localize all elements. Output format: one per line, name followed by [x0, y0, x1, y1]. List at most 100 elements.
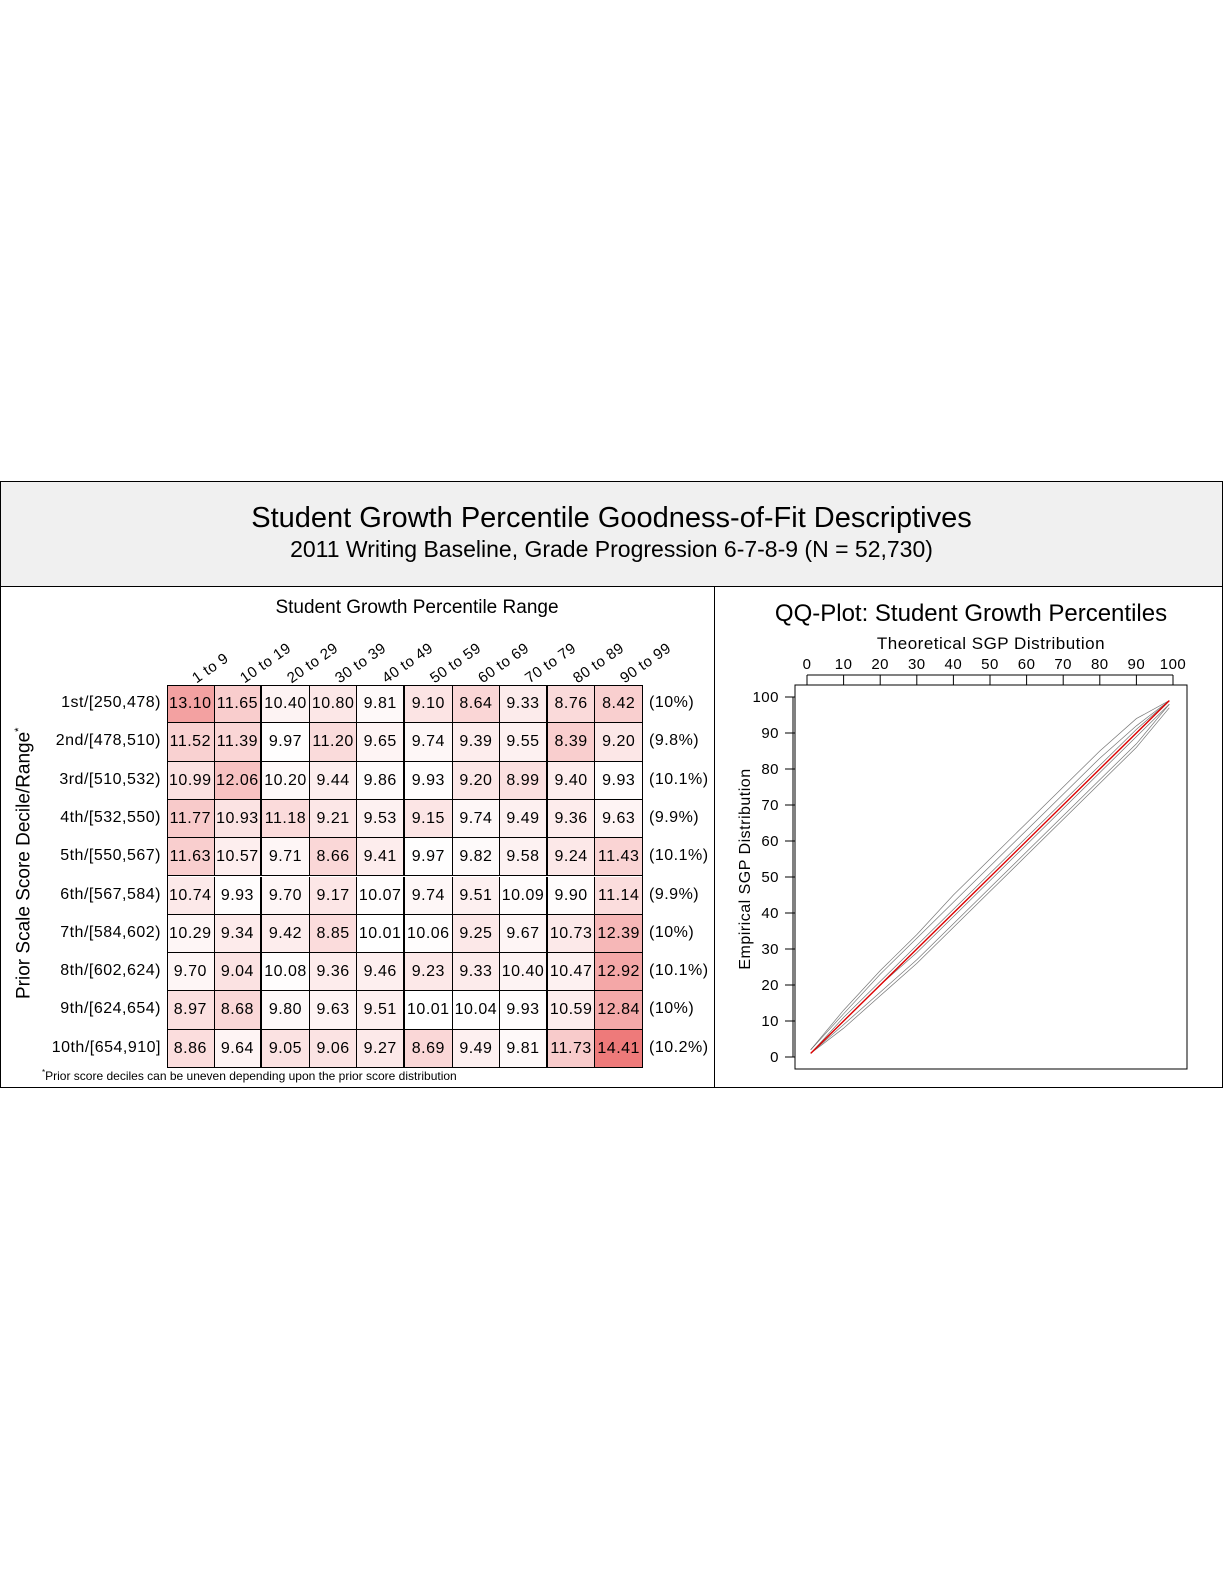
heatmap-cell: 11.65 [214, 685, 263, 724]
qq-y-tick-label: 60 [761, 833, 779, 850]
row-percentage: (10%) [649, 923, 695, 941]
heatmap-cell: 10.59 [547, 991, 596, 1030]
heatmap-cell: 8.97 [167, 991, 215, 1030]
heatmap-cell: 9.41 [357, 838, 405, 877]
heatmap-cell: 8.69 [405, 1029, 453, 1068]
heatmap-cell: 11.73 [547, 1029, 596, 1068]
heatmap-cell: 8.68 [214, 991, 263, 1030]
goodness-of-fit-panel: Student Growth Percentile Goodness-of-Fi… [0, 481, 1224, 1088]
panel-divider [714, 587, 715, 1087]
report-body: Student Growth Percentile Range 1 to 9 10… [0, 587, 1223, 1088]
qq-empirical-line [810, 700, 1170, 1051]
report-title: Student Growth Percentile Goodness-of-Fi… [251, 502, 972, 534]
heatmap-cell: 9.20 [452, 761, 501, 800]
qq-series [810, 700, 1170, 1054]
column-header: 20 to 29 [284, 639, 342, 687]
heatmap-cell: 10.29 [167, 914, 215, 954]
qq-empirical-line [810, 700, 1170, 1051]
heatmap-cell: 9.36 [309, 953, 358, 992]
heatmap-cell: 9.71 [262, 838, 310, 877]
qq-x-tick-label: 60 [1018, 656, 1036, 673]
row-percentage: (10.1%) [649, 847, 709, 865]
row-percentage: (9.9%) [649, 808, 700, 826]
row-percentage: (10.2%) [649, 1038, 709, 1056]
row-label: 2nd/[478,510) [55, 732, 161, 750]
heatmap-cell: 12.06 [214, 761, 263, 800]
heatmap-cell: 10.01 [405, 991, 453, 1030]
heatmap-footnote: *Prior score deciles can be uneven depen… [42, 1068, 457, 1083]
heatmap-cell: 9.70 [262, 876, 310, 915]
heatmap-cell: 9.97 [262, 723, 310, 762]
heatmap-cell: 11.43 [595, 838, 643, 877]
heatmap-cell: 11.52 [167, 723, 215, 762]
heatmap-cell: 9.86 [357, 761, 405, 800]
row-label: 4th/[532,550) [60, 808, 161, 826]
footnote-mark: * [42, 1068, 46, 1077]
heatmap-cell: 9.65 [357, 723, 405, 762]
heatmap-cell: 9.33 [500, 685, 548, 724]
heatmap-cell: 9.21 [309, 799, 358, 839]
heatmap-cell: 9.74 [405, 723, 453, 762]
qq-y-tick-label: 40 [761, 905, 779, 922]
row-percentage: (10%) [649, 694, 695, 711]
qq-y-tick-label: 10 [761, 1013, 779, 1030]
column-header: 70 to 79 [522, 639, 580, 687]
heatmap-cell: 9.10 [405, 685, 453, 724]
row-label: 8th/[602,624) [60, 962, 161, 980]
heatmap-cell: 9.36 [547, 799, 596, 839]
heatmap-cell: 10.04 [452, 991, 501, 1030]
heatmap-cell: 10.06 [405, 914, 453, 954]
row-label: 1st/[250,478) [61, 694, 161, 711]
qq-axes: 0 10 20 30 40 50 60 70 80 90 100 0 10 20 30 40 50 60 70 80 9… [752, 656, 1185, 1066]
column-header: 40 to 49 [379, 639, 437, 687]
heatmap-cell: 9.82 [452, 838, 501, 877]
heatmap-cell: 11.39 [214, 723, 263, 762]
column-header: 10 to 19 [236, 639, 295, 687]
heatmap-cell: 10.40 [500, 953, 548, 992]
heatmap-cell: 11.14 [595, 876, 643, 915]
heatmap-cell: 10.20 [262, 761, 310, 800]
qq-y-tick-label: 100 [752, 689, 779, 706]
qq-x-tick-label: 70 [1054, 656, 1072, 673]
heatmap-cell: 9.93 [595, 761, 643, 800]
heatmap-cell: 8.39 [547, 723, 596, 762]
qq-y-axis-label: Empirical SGP Distribution [737, 768, 754, 969]
row-percentage: (10.1%) [649, 770, 709, 788]
heatmap-cell: 9.39 [452, 723, 501, 762]
heatmap-cell: 8.42 [595, 685, 643, 724]
row-label: 9th/[624,654) [60, 1000, 161, 1018]
heatmap-title: Student Growth Percentile Range [275, 597, 559, 618]
heatmap-cell: 10.40 [262, 685, 310, 724]
row-label: 3rd/[510,532) [59, 770, 161, 788]
heatmap-cell: 9.44 [309, 761, 358, 800]
heatmap-cell: 9.34 [214, 914, 263, 954]
heatmap-cell: 12.39 [595, 914, 643, 954]
heatmap-cell: 10.09 [500, 876, 548, 915]
heatmap-cell: 11.18 [262, 799, 310, 839]
report-header: Student Growth Percentile Goodness-of-Fi… [0, 481, 1223, 587]
heatmap-cell: 9.40 [547, 761, 596, 800]
heatmap-cell: 8.66 [309, 838, 358, 877]
heatmap-cell: 9.93 [500, 991, 548, 1030]
heatmap-cell: 8.99 [500, 761, 548, 800]
heatmap-cell: 10.47 [547, 953, 596, 992]
column-header: 50 to 59 [427, 639, 485, 687]
qq-y-tick-label: 90 [761, 725, 779, 742]
heatmap-y-axis-label-mark: * [13, 727, 25, 732]
qq-empirical-line [810, 703, 1170, 1054]
footnote-text: Prior score deciles can be uneven depend… [45, 1069, 457, 1083]
column-header: 30 to 39 [331, 639, 390, 687]
qq-empirical-line [810, 700, 1170, 1054]
row-label: 5th/[550,567) [60, 847, 161, 865]
heatmap-cell: 9.49 [500, 799, 548, 839]
qq-x-axis-label: Theoretical SGP Distribution [877, 634, 1105, 653]
heatmap-cell: 14.41 [595, 1029, 643, 1068]
heatmap-cell: 9.63 [595, 799, 643, 839]
heatmap-cell: 9.53 [357, 799, 405, 839]
heatmap-cell: 9.27 [357, 1029, 405, 1068]
row-label: 10th/[654,910] [51, 1038, 161, 1056]
heatmap-cell: 9.17 [309, 876, 358, 915]
heatmap-cell: 9.67 [500, 914, 548, 954]
row-label: 6th/[567,584) [60, 885, 161, 903]
heatmap-cell: 9.25 [452, 914, 501, 954]
